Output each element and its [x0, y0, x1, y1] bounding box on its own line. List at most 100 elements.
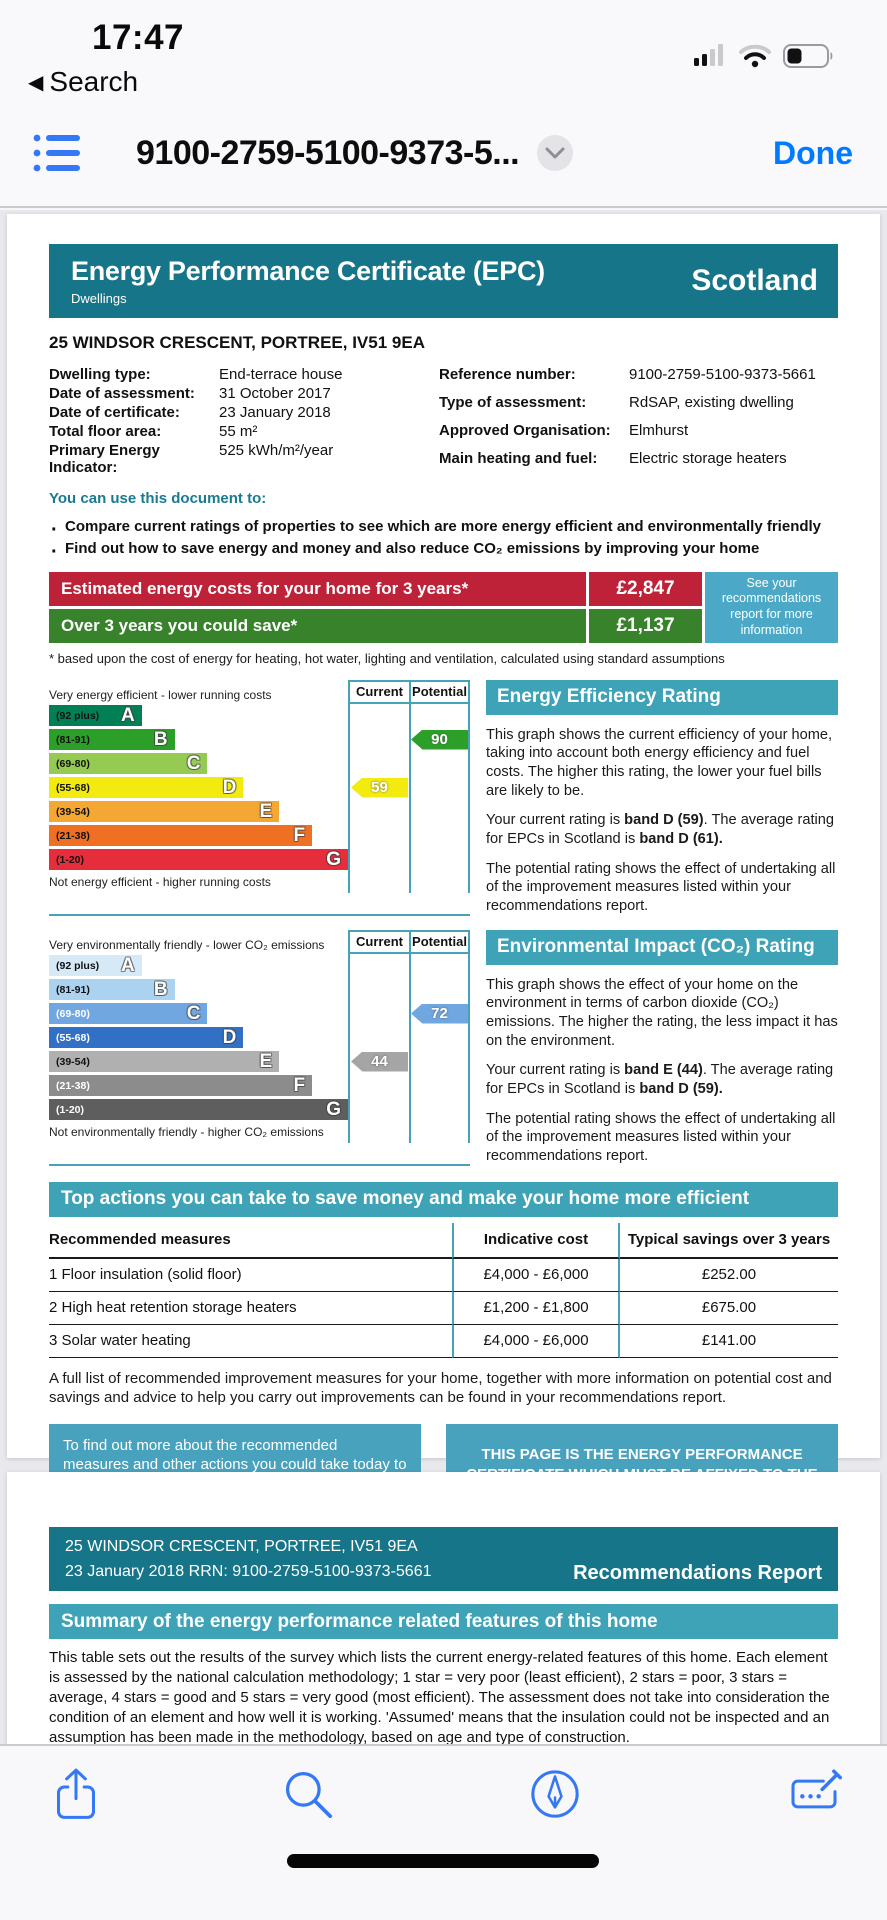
detail-label: Approved Organisation: [439, 422, 611, 439]
energy-rating-text: Energy Efficiency Rating This graph show… [486, 679, 838, 916]
detail-label: Reference number: [439, 366, 576, 383]
summary-paragraph: This table sets out the results of the s… [49, 1649, 830, 1744]
epc-page-1: Energy Performance Certificate (EPC) Dwe… [7, 214, 880, 1547]
co2-rating-chart: Very environmentally friendly - lower CO… [49, 929, 470, 1166]
detail-value: 23 January 2018 [219, 404, 331, 421]
band-f: (21-38) F [49, 1075, 313, 1097]
back-to-search-link[interactable]: ◀ Search [28, 66, 139, 97]
epc-region: Scotland [691, 264, 818, 297]
table-cell: £252.00 [620, 1259, 838, 1292]
current-column-header: Current [348, 929, 409, 954]
chart-bottom-label: Not environmentally friendly - higher CO… [49, 1125, 324, 1140]
detail-label: Dwelling type: [49, 366, 151, 383]
recommendations-header-banner: 25 WINDSOR CRESCENT, PORTREE, IV51 9EA 2… [49, 1527, 838, 1591]
detail-value: RdSAP, existing dwelling [629, 394, 794, 411]
detail-label: Main heating and fuel: [439, 450, 598, 467]
detail-value: End-terrace house [219, 366, 343, 383]
band-c: (69-80) C [49, 753, 208, 774]
detail-label: Primary Energy Indicator: [49, 442, 160, 476]
full-list-paragraph: A full list of recommended improvement m… [49, 1369, 832, 1407]
clock: 17:47 [92, 18, 185, 57]
potential-rating-arrow: 72 [411, 1003, 468, 1024]
table-cell: £675.00 [620, 1292, 838, 1325]
bullet-item: Compare current ratings of properties to… [49, 516, 838, 545]
chart-top-label: Very environmentally friendly - lower CO… [49, 937, 325, 952]
search-icon[interactable] [280, 1766, 336, 1822]
top-actions-table: Recommended measures Indicative cost Typ… [49, 1222, 838, 1358]
detail-label: Date of assessment: [49, 385, 195, 402]
summary-heading: Summary of the energy performance relate… [49, 1604, 838, 1639]
table-cell: £4,000 - £6,000 [452, 1258, 620, 1292]
table-cell: 3 Solar water heating [49, 1325, 452, 1358]
energy-rating-chart: Very energy efficient - lower running co… [49, 679, 470, 916]
property-address: 25 WINDSOR CRESCENT, PORTREE, IV51 9EA [49, 333, 425, 352]
band-e: (39-54) E [49, 1051, 280, 1073]
column-header: Recommended measures [49, 1223, 452, 1259]
recommendations-page-2: 25 WINDSOR CRESCENT, PORTREE, IV51 9EA 2… [7, 1472, 880, 1744]
band-g: (1-20) G [49, 849, 348, 870]
co2-rating-title: Environmental Impact (CO₂) Rating [486, 929, 838, 965]
cellular-signal-icon [694, 44, 723, 66]
bullet-item: Find out how to save energy and money an… [49, 538, 838, 567]
band-a: (92 plus) A [49, 705, 142, 726]
document-title: 9100-2759-5100-9373-5... [136, 133, 520, 172]
rrn-line: 23 January 2018 RRN: 9100-2759-5100-9373… [65, 1562, 432, 1580]
band-c: (69-80) C [49, 1003, 208, 1025]
band-d: (55-68) D [49, 1027, 244, 1049]
energy-rating-title: Energy Efficiency Rating [486, 679, 838, 715]
band-e: (39-54) E [49, 801, 280, 822]
table-cell: £1,200 - £1,800 [452, 1291, 620, 1325]
current-rating-arrow: 44 [351, 1051, 408, 1072]
pdf-toolbar [0, 1744, 887, 1920]
band-g: (1-20) G [49, 1099, 348, 1121]
chart-top-label: Very energy efficient - lower running co… [49, 687, 272, 702]
costs-footnote: * based upon the cost of energy for heat… [49, 650, 725, 666]
table-cell: 2 High heat retention storage heaters [49, 1292, 452, 1325]
table-cell: £4,000 - £6,000 [452, 1324, 620, 1358]
done-button[interactable]: Done [773, 134, 853, 171]
savings-value: £1,137 [589, 608, 702, 643]
detail-label: Type of assessment: [439, 394, 587, 411]
battery-icon [783, 44, 833, 68]
signature-icon[interactable] [786, 1766, 842, 1822]
title-menu-button[interactable] [537, 135, 574, 171]
band-b: (81-91) B [49, 729, 175, 750]
column-header: Indicative cost [452, 1222, 620, 1259]
markup-icon[interactable] [527, 1766, 583, 1822]
detail-value: 525 kWh/m²/year [219, 442, 334, 459]
savings-label: Over 3 years you could save* [49, 608, 586, 643]
table-cell: 1 Floor insulation (solid floor) [49, 1259, 452, 1292]
table-cell: £141.00 [620, 1325, 838, 1358]
property-address: 25 WINDSOR CRESCENT, PORTREE, IV51 9EA [65, 1538, 418, 1555]
use-document-heading: You can use this document to: [49, 490, 267, 507]
potential-column-header: Potential [409, 679, 470, 704]
current-rating-arrow: 59 [351, 777, 408, 798]
recommendations-report-title: Recommendations Report [573, 1562, 822, 1584]
paragraph: Your current rating is band E (44). The … [486, 1062, 834, 1097]
detail-value: 9100-2759-5100-9373-5661 [629, 366, 816, 383]
band-d: (55-68) D [49, 777, 244, 798]
table-of-contents-icon[interactable] [32, 130, 84, 176]
band-a: (92 plus) A [49, 955, 142, 977]
estimated-costs-value: £2,847 [589, 571, 702, 606]
detail-label: Date of certificate: [49, 404, 180, 421]
use-document-bullets: Compare current ratings of properties to… [49, 516, 838, 567]
recommendations-note-box: See your recommendations report for more… [705, 571, 838, 643]
back-arrow-icon: ◀ [28, 71, 44, 94]
share-icon[interactable] [48, 1766, 104, 1822]
home-indicator[interactable] [287, 1854, 599, 1868]
paragraph: The potential rating shows the effect of… [486, 860, 836, 914]
paragraph: This graph shows the current efficiency … [486, 726, 833, 799]
epc-header-banner: Energy Performance Certificate (EPC) Dwe… [49, 244, 838, 318]
potential-rating-arrow: 90 [411, 729, 468, 750]
chart-bottom-label: Not energy efficient - higher running co… [49, 875, 271, 889]
detail-value: Elmhurst [629, 422, 689, 439]
paragraph: Your current rating is band D (59). The … [486, 812, 834, 847]
document-nav-bar: 9100-2759-5100-9373-5... Done [0, 100, 887, 208]
dwelling-details: Dwelling type: End-terrace house Date of … [49, 366, 838, 476]
co2-rating-text: Environmental Impact (CO₂) Rating This g… [486, 929, 838, 1166]
epc-subtitle: Dwellings [71, 291, 127, 306]
pdf-scroll-area[interactable]: Energy Performance Certificate (EPC) Dwe… [0, 210, 887, 1744]
band-f: (21-38) F [49, 825, 313, 846]
